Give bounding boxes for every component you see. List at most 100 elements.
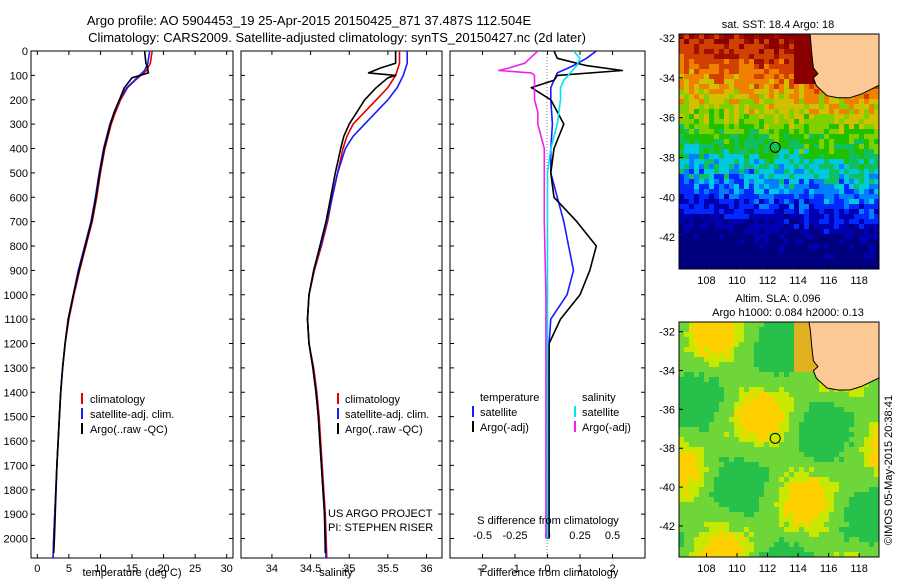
heatmap-cell: [699, 194, 704, 199]
heatmap-cell: [719, 502, 724, 507]
heatmap-cell: [699, 352, 704, 357]
heatmap-cell: [714, 189, 719, 194]
heatmap-cell: [814, 402, 819, 407]
heatmap-cell: [864, 452, 869, 457]
heatmap-cell: [744, 194, 749, 199]
heatmap-cell: [764, 149, 769, 154]
heatmap-cell: [829, 204, 834, 209]
heatmap-cell: [754, 397, 759, 402]
heatmap-cell: [739, 402, 744, 407]
heatmap-cell: [724, 352, 729, 357]
heatmap-cell: [774, 452, 779, 457]
heatmap-cell: [769, 457, 774, 462]
heatmap-cell: [804, 342, 809, 347]
heatmap-cell: [759, 179, 764, 184]
heatmap-cell: [789, 204, 794, 209]
heatmap-cell: [774, 259, 779, 264]
heatmap-cell: [789, 179, 794, 184]
heatmap-cell: [789, 482, 794, 487]
heatmap-cell: [849, 264, 854, 269]
heatmap-cell: [794, 104, 799, 109]
heatmap-cell: [809, 104, 814, 109]
heatmap-cell: [819, 234, 824, 239]
heatmap-cell: [804, 537, 809, 542]
heatmap-cell: [689, 372, 694, 377]
heatmap-cell: [809, 387, 814, 392]
heatmap-cell: [729, 552, 734, 557]
heatmap-cell: [699, 432, 704, 437]
heatmap-cell: [784, 239, 789, 244]
heatmap-cell: [874, 264, 879, 269]
heatmap-cell: [759, 74, 764, 79]
heatmap-cell: [729, 204, 734, 209]
heatmap-cell: [734, 417, 739, 422]
heatmap-cell: [834, 249, 839, 254]
heatmap-cell: [679, 124, 684, 129]
heatmap-cell: [839, 417, 844, 422]
heatmap-cell: [764, 249, 769, 254]
heatmap-cell: [724, 462, 729, 467]
heatmap-cell: [769, 327, 774, 332]
heatmap-cell: [834, 537, 839, 542]
heatmap-cell: [764, 467, 769, 472]
heatmap-cell: [854, 139, 859, 144]
heatmap-cell: [684, 199, 689, 204]
heatmap-cell: [839, 407, 844, 412]
heatmap-cell: [714, 347, 719, 352]
heatmap-cell: [819, 199, 824, 204]
heatmap-cell: [769, 124, 774, 129]
heatmap-cell: [704, 34, 709, 39]
heatmap-cell: [859, 392, 864, 397]
heatmap-cell: [774, 447, 779, 452]
heatmap-cell: [719, 229, 724, 234]
heatmap-cell: [864, 517, 869, 522]
heatmap-cell: [744, 397, 749, 402]
heatmap-cell: [709, 527, 714, 532]
heatmap-cell: [719, 189, 724, 194]
heatmap-cell: [719, 264, 724, 269]
salinity-axis: 34 34.5 35 35.5 36: [266, 51, 433, 575]
heatmap-cell: [764, 357, 769, 362]
heatmap-cell: [814, 219, 819, 224]
heatmap-cell: [799, 382, 804, 387]
heatmap-cell: [699, 64, 704, 69]
heatmap-cell: [764, 254, 769, 259]
heatmap-cell: [694, 159, 699, 164]
heatmap-cell: [784, 254, 789, 259]
heatmap-cell: [874, 89, 879, 94]
heatmap-cell: [869, 512, 874, 517]
heatmap-cell: [854, 239, 859, 244]
heatmap-cell: [739, 244, 744, 249]
heatmap-cell: [714, 342, 719, 347]
heatmap-cell: [859, 407, 864, 412]
imos-timestamp: ©IMOS 05-May-2015 20:38:41: [883, 395, 895, 545]
heatmap-cell: [829, 417, 834, 422]
temperature-axis: 0 5 10 15 20 25 30: [34, 51, 233, 575]
heatmap-cell: [759, 104, 764, 109]
heatmap-cell: [804, 412, 809, 417]
heatmap-cell: [729, 367, 734, 372]
heatmap-cell: [684, 169, 689, 174]
heatmap-cell: [714, 229, 719, 234]
heatmap-cell: [714, 49, 719, 54]
lat-tick-label: -34: [659, 73, 675, 85]
heatmap-cell: [824, 527, 829, 532]
heatmap-cell: [804, 64, 809, 69]
heatmap-cell: [709, 89, 714, 94]
heatmap-cell: [809, 119, 814, 124]
heatmap-cell: [809, 392, 814, 397]
heatmap-cell: [829, 154, 834, 159]
legend-argo: Argo(..raw -QC): [90, 424, 168, 436]
heatmap-cell: [829, 497, 834, 502]
lat-tick-label: -38: [659, 152, 675, 164]
heatmap-cell: [809, 347, 814, 352]
heatmap-cell: [714, 372, 719, 377]
heatmap-cell: [709, 352, 714, 357]
heatmap-cell: [874, 382, 879, 387]
heatmap-cell: [694, 49, 699, 54]
heatmap-cell: [699, 452, 704, 457]
heatmap-cell: [869, 169, 874, 174]
heatmap-cell: [774, 159, 779, 164]
heatmap-cell: [864, 209, 869, 214]
heatmap-cell: [779, 347, 784, 352]
